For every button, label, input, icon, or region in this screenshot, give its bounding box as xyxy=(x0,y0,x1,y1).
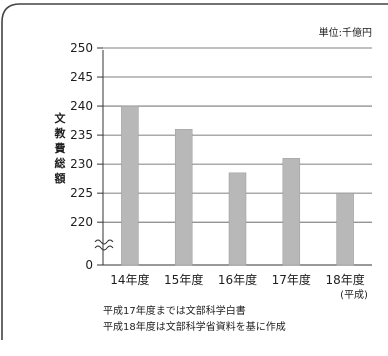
y-axis-label-char: 費 xyxy=(54,141,66,155)
y-tick-label-zero: 0 xyxy=(85,258,93,272)
bars xyxy=(121,105,354,266)
x-tick-label: 18年度 xyxy=(325,272,364,287)
x-tick-label: 17年度 xyxy=(272,272,311,287)
x-tick-label: 16年度 xyxy=(218,272,257,287)
y-tick-labels: 250 245 240 235 230 225 220 xyxy=(70,41,93,229)
x-axis-note: (平成) xyxy=(340,289,368,301)
y-tick-label: 220 xyxy=(70,215,93,229)
bar xyxy=(121,105,139,266)
bar xyxy=(282,158,301,266)
y-tick-label: 250 xyxy=(70,41,93,55)
y-tick-label: 235 xyxy=(70,128,93,142)
y-axis-label-char: 教 xyxy=(54,126,67,140)
bar xyxy=(336,192,354,266)
x-tick-label: 14年度 xyxy=(110,272,149,287)
x-tick-labels: 14年度 15年度 16年度 17年度 18年度 xyxy=(110,272,364,287)
unit-label: 単位:千億円 xyxy=(319,26,372,39)
y-tick-label: 240 xyxy=(70,99,93,113)
axis-break-icon xyxy=(94,239,114,251)
x-tick-label: 15年度 xyxy=(164,272,203,287)
y-axis-label-char: 総 xyxy=(55,156,66,170)
bar xyxy=(174,129,193,266)
y-tick-label: 245 xyxy=(70,70,93,84)
y-axis-label-char: 額 xyxy=(54,171,66,185)
y-tick-label: 225 xyxy=(70,186,93,200)
source-note-2: 平成18年度は文部科学省資料を基に作成 xyxy=(103,320,286,333)
y-axis-label-char: 文 xyxy=(55,111,67,125)
frame-border xyxy=(1,3,388,340)
y-tick-label: 230 xyxy=(70,157,93,171)
bar xyxy=(228,172,247,266)
source-note-1: 平成17年度までは文部科学白書 xyxy=(103,304,246,317)
